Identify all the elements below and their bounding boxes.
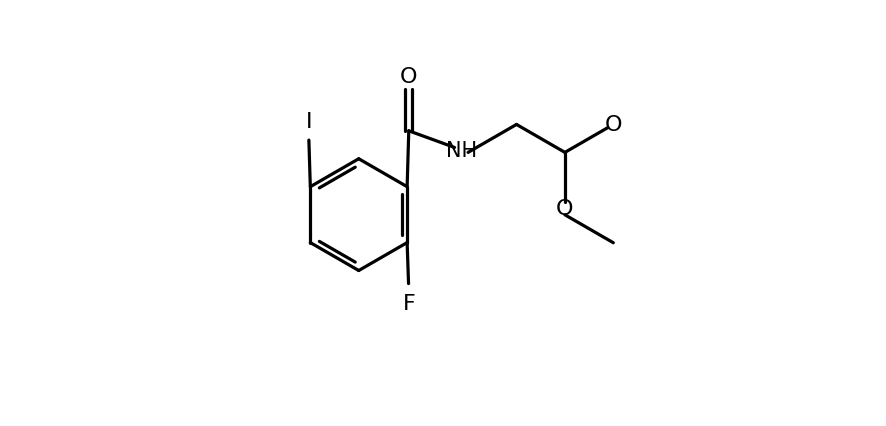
Text: NH: NH (446, 141, 477, 161)
Text: O: O (400, 67, 417, 87)
Text: O: O (556, 199, 573, 219)
Text: F: F (402, 293, 416, 313)
Text: O: O (604, 115, 622, 135)
Text: I: I (306, 112, 312, 132)
